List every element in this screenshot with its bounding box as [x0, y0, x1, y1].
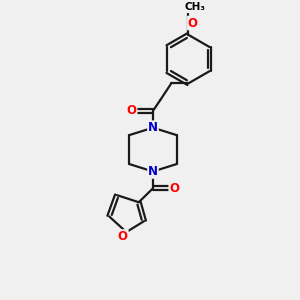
Text: CH₃: CH₃ [184, 2, 206, 12]
Text: O: O [169, 182, 179, 195]
Text: O: O [118, 230, 128, 243]
Text: N: N [148, 165, 158, 178]
Text: O: O [127, 104, 137, 117]
Text: N: N [148, 121, 158, 134]
Text: O: O [188, 16, 198, 29]
